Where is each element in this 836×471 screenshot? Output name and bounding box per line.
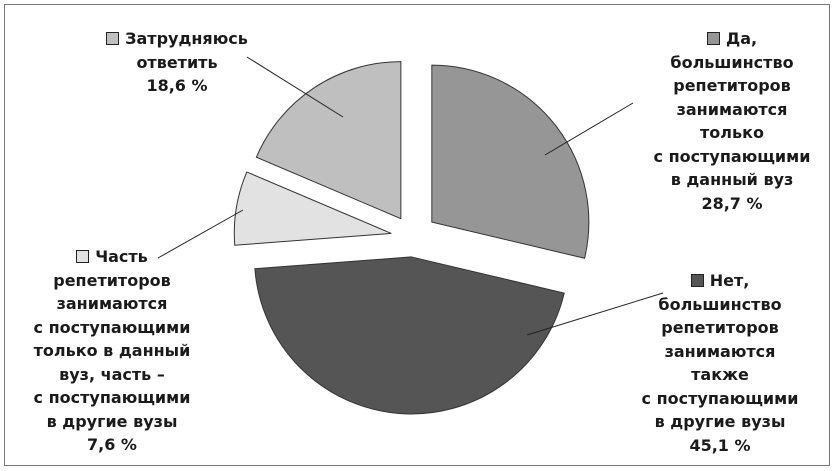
label-line: в данный вуз xyxy=(670,170,794,189)
pie-slice-no-also-other xyxy=(254,256,565,415)
pie-chart xyxy=(157,56,664,415)
label-line: Часть xyxy=(7,245,217,269)
pie-slice-partly-both xyxy=(233,171,392,246)
label-line: только в данный xyxy=(33,341,191,360)
label-line: в другие вузы xyxy=(46,411,178,431)
label-line: ответить xyxy=(136,52,218,72)
label-line: в другие вузы xyxy=(654,412,786,431)
label-line: с поступающими xyxy=(641,388,799,408)
pie-slice-yes-only-this xyxy=(431,64,590,259)
label-text: Да, xyxy=(725,29,758,48)
label-value: 7,6 % xyxy=(87,435,137,454)
label-value: 45,1 % xyxy=(689,435,751,455)
label-value: 18,6 % xyxy=(146,76,208,95)
pie-slice-hard-to-say xyxy=(255,61,402,220)
label-line: репетиторов xyxy=(673,76,791,95)
label-text: Нет, xyxy=(709,271,750,290)
label-text: Затрудняюсь xyxy=(125,29,248,48)
label-text: Часть xyxy=(95,247,148,266)
label-line: репетиторов xyxy=(661,318,779,337)
label-line: с поступающими xyxy=(33,317,191,337)
legend-swatch xyxy=(106,32,120,45)
legend-swatch xyxy=(706,32,720,45)
legend-swatch xyxy=(690,274,704,287)
label-line: занимаются xyxy=(56,294,168,313)
label-yes-only-this-university: Да, большинство репетиторов занимаются т… xyxy=(632,27,832,215)
leader-line-partly-both xyxy=(157,209,244,259)
label-no-also-other-universities: Нет, большинство репетиторов занимаются … xyxy=(610,269,830,457)
label-line: большинство xyxy=(658,294,782,314)
label-line: Да, xyxy=(632,27,832,51)
label-line: также xyxy=(691,365,749,384)
label-line: Нет, xyxy=(610,269,830,293)
label-partly-both: Часть репетиторов занимаются с поступающ… xyxy=(7,245,217,457)
label-line: Затрудняюсь xyxy=(77,27,277,51)
legend-swatch xyxy=(76,250,90,263)
leader-line-no-also-other xyxy=(526,292,664,336)
label-line: с поступающими xyxy=(33,388,191,407)
leader-line-yes-only-this xyxy=(544,102,634,156)
label-hard-to-say: Затрудняюсь ответить 18,6 % xyxy=(77,27,277,98)
label-line: вуз, часть – xyxy=(59,364,165,384)
label-line: занимаются xyxy=(676,99,788,119)
chart-frame: Да, большинство репетиторов занимаются т… xyxy=(4,4,830,466)
label-line: занимаются xyxy=(664,341,776,361)
label-line: только xyxy=(700,123,764,142)
label-line: большинство xyxy=(670,52,794,72)
label-line: с поступающими xyxy=(653,146,811,166)
label-line: репетиторов xyxy=(53,270,171,290)
label-value: 28,7 % xyxy=(701,193,763,213)
leader-line-hard-to-say xyxy=(246,56,344,118)
